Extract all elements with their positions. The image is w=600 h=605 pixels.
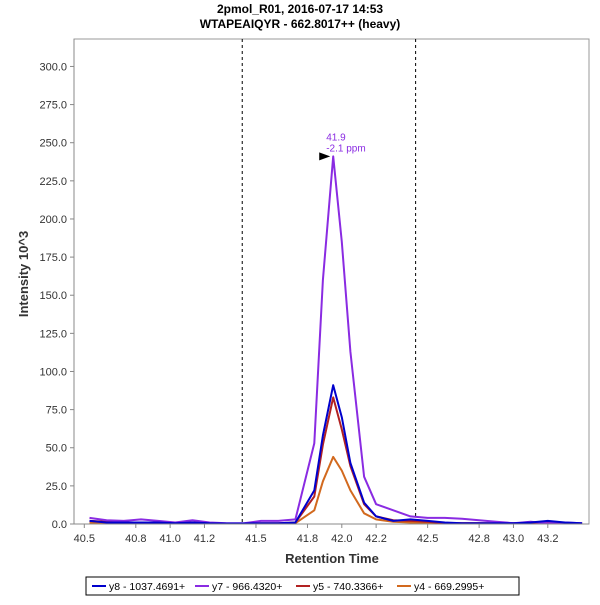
x-tick-label: 42.5 bbox=[417, 533, 438, 545]
y-tick-label: 200.0 bbox=[39, 214, 67, 226]
y-tick-label: 175.0 bbox=[39, 252, 67, 264]
chart-subtitle: WTAPEAIQYR - 662.8017++ (heavy) bbox=[200, 17, 401, 31]
peak-rt-label: 41.9 bbox=[326, 132, 346, 143]
y-tick-label: 100.0 bbox=[39, 366, 67, 378]
peak-boundaries bbox=[241, 39, 417, 524]
y-tick-label: 125.0 bbox=[39, 328, 67, 340]
y-tick-label: 25.0 bbox=[46, 481, 67, 493]
series-lines bbox=[89, 155, 583, 525]
x-tick-label: 41.8 bbox=[297, 533, 318, 545]
peak-annotation: 41.9 -2.1 ppm bbox=[319, 132, 366, 161]
y-tick-label: 75.0 bbox=[46, 405, 67, 417]
y-axis: 0.0 25.0 50.0 75.0 100.0 125.0 150.0 175.0 200.0… bbox=[39, 39, 75, 531]
legend-item-label: y4 - 669.2995+ bbox=[414, 581, 484, 593]
x-tick-label: 42.8 bbox=[468, 533, 489, 545]
legend-item-label: y5 - 740.3366+ bbox=[313, 581, 383, 593]
peak-marker-icon bbox=[319, 152, 331, 161]
chart-title: 2pmol_R01, 2016-07-17 14:53 bbox=[217, 2, 383, 16]
y-tick-label: 275.0 bbox=[39, 100, 67, 112]
x-axis-label: Retention Time bbox=[285, 551, 379, 566]
x-tick-label: 40.5 bbox=[74, 533, 95, 545]
x-axis: 40.5 40.8 41.0 41.2 41.5 41.8 42.0 42.2 42.5 42.8… bbox=[74, 523, 589, 545]
y-tick-label: 300.0 bbox=[39, 61, 67, 73]
x-tick-label: 41.0 bbox=[159, 533, 180, 545]
legend-item-label: y8 - 1037.4691+ bbox=[109, 581, 185, 593]
x-tick-label: 42.0 bbox=[331, 533, 352, 545]
series-line bbox=[89, 384, 583, 525]
x-tick-label: 43.0 bbox=[503, 533, 524, 545]
x-tick-label: 40.8 bbox=[125, 533, 146, 545]
y-tick-label: 150.0 bbox=[39, 290, 67, 302]
x-tick-label: 42.2 bbox=[365, 533, 386, 545]
y-tick-label: 50.0 bbox=[46, 443, 67, 455]
x-tick-label: 41.2 bbox=[194, 533, 215, 545]
y-axis-label: Intensity 10^3 bbox=[16, 231, 31, 317]
legend: y8 - 1037.4691+ y7 - 966.4320+ y5 - 740.33… bbox=[85, 576, 520, 596]
y-tick-label: 0.0 bbox=[52, 519, 67, 531]
y-tick-label: 250.0 bbox=[39, 138, 67, 150]
peak-ppm-label: -2.1 ppm bbox=[326, 143, 365, 154]
x-tick-label: 41.5 bbox=[245, 533, 266, 545]
legend-item-label: y7 - 966.4320+ bbox=[212, 581, 282, 593]
y-tick-label: 225.0 bbox=[39, 176, 67, 188]
x-tick-label: 43.2 bbox=[537, 533, 558, 545]
